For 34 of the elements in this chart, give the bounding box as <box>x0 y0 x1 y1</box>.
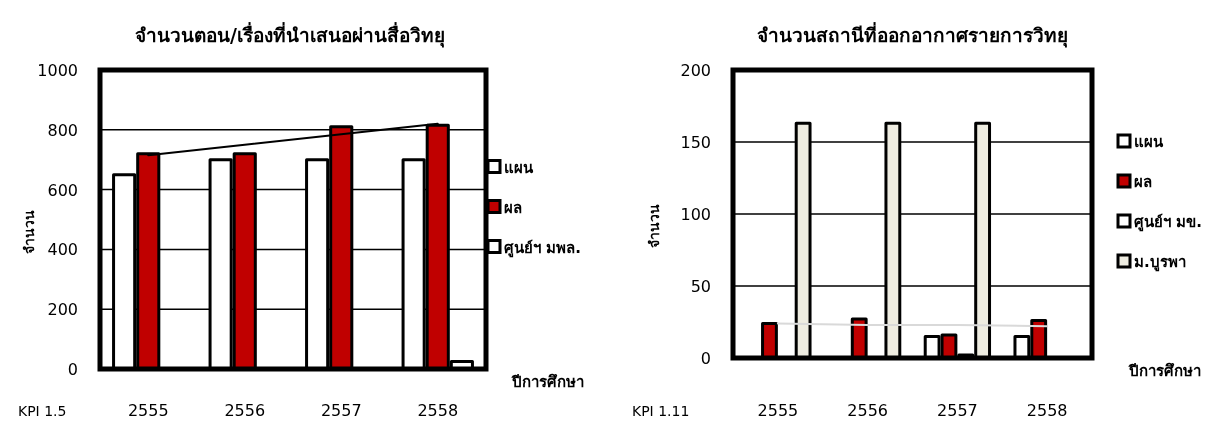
y-axis-title: จำนวน <box>646 204 662 248</box>
x-axis-title: ปีการศึกษา <box>1128 362 1201 380</box>
x-tick-label: 2555 <box>757 401 799 420</box>
chart-title: จำนวนตอน/เรื่องที่นำเสนอผ่านสื่อวิทยุ <box>135 22 445 48</box>
legend-label: แผน <box>504 158 534 177</box>
y-tick-label: 100 <box>680 205 711 224</box>
x-tick-label: 2558 <box>417 401 459 420</box>
legend-label: ม.บูรพา <box>1134 253 1186 272</box>
y-tick-label: 800 <box>47 120 78 140</box>
legend-label: ผล <box>1134 173 1152 191</box>
y-tick-label: 0 <box>67 360 78 379</box>
y-tick-label: 600 <box>47 180 78 200</box>
text: KPI 1.11 <box>632 403 690 419</box>
x-tick-label: 2555 <box>127 401 169 420</box>
y-tick-label: 400 <box>47 240 78 260</box>
x-tick-label: 2556 <box>224 401 266 420</box>
y-tick-label: 0 <box>700 349 711 368</box>
legend-label: ศูนย์ฯ มพล. <box>504 238 581 258</box>
legend-label: แผน <box>1134 133 1164 151</box>
y-tick-label: 200 <box>680 61 711 80</box>
x-tick-label: 2557 <box>320 401 362 420</box>
y-tick-label: 50 <box>690 277 711 296</box>
x-tick-label: 2557 <box>937 401 978 420</box>
x-tick-label: 2558 <box>1026 401 1068 420</box>
legend-label: ผล <box>504 198 522 217</box>
chart-title: จำนวนสถานีที่ออกอากาศรายการวิทยุ <box>756 22 1068 48</box>
x-tick-label: 2556 <box>847 401 888 420</box>
y-tick-label: 150 <box>680 133 711 152</box>
y-axis-title: จำนวน <box>21 209 37 254</box>
y-tick-label: 1000 <box>37 61 78 80</box>
legend-label: ศูนย์ฯ มข. <box>1134 213 1202 232</box>
y-tick-label: 200 <box>47 300 78 320</box>
text: KPI 1.5 <box>18 403 67 419</box>
x-axis-title: ปีการศึกษา <box>511 373 584 391</box>
